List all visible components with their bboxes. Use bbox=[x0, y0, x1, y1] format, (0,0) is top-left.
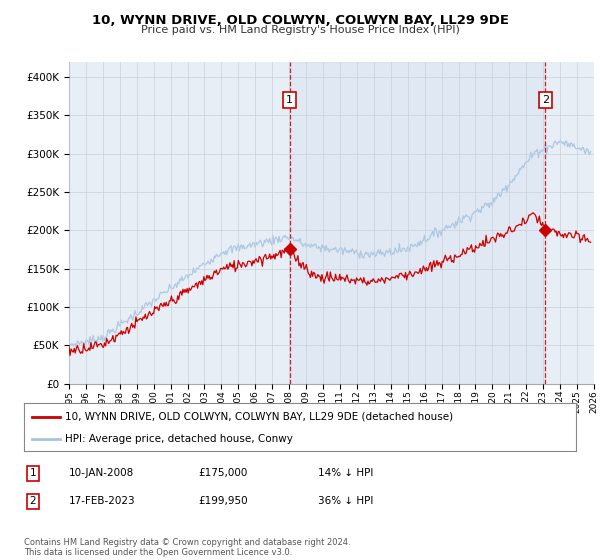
Text: £199,950: £199,950 bbox=[198, 496, 248, 506]
Text: Price paid vs. HM Land Registry's House Price Index (HPI): Price paid vs. HM Land Registry's House … bbox=[140, 25, 460, 35]
Text: 1: 1 bbox=[29, 468, 37, 478]
Text: 1: 1 bbox=[286, 95, 293, 105]
Text: 10, WYNN DRIVE, OLD COLWYN, COLWYN BAY, LL29 9DE (detached house): 10, WYNN DRIVE, OLD COLWYN, COLWYN BAY, … bbox=[65, 412, 454, 422]
Text: 2: 2 bbox=[29, 496, 37, 506]
Text: HPI: Average price, detached house, Conwy: HPI: Average price, detached house, Conw… bbox=[65, 434, 293, 444]
Text: £175,000: £175,000 bbox=[198, 468, 247, 478]
Text: 17-FEB-2023: 17-FEB-2023 bbox=[69, 496, 136, 506]
Text: 36% ↓ HPI: 36% ↓ HPI bbox=[318, 496, 373, 506]
Text: 2: 2 bbox=[542, 95, 549, 105]
Text: 10-JAN-2008: 10-JAN-2008 bbox=[69, 468, 134, 478]
Bar bbox=[290, 62, 545, 384]
Text: 10, WYNN DRIVE, OLD COLWYN, COLWYN BAY, LL29 9DE: 10, WYNN DRIVE, OLD COLWYN, COLWYN BAY, … bbox=[91, 14, 509, 27]
Text: 14% ↓ HPI: 14% ↓ HPI bbox=[318, 468, 373, 478]
Text: Contains HM Land Registry data © Crown copyright and database right 2024.
This d: Contains HM Land Registry data © Crown c… bbox=[24, 538, 350, 557]
